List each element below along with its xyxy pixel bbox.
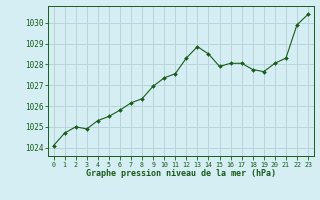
X-axis label: Graphe pression niveau de la mer (hPa): Graphe pression niveau de la mer (hPa) bbox=[86, 169, 276, 178]
